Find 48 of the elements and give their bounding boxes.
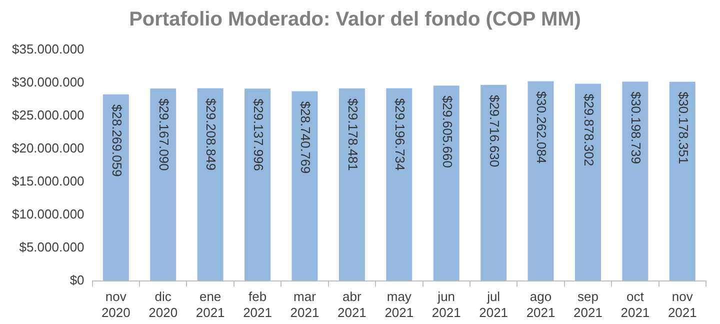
bar — [669, 82, 696, 281]
data-label: $29.878.302 — [581, 94, 596, 166]
y-tick-label: $10.000.000 — [12, 206, 84, 222]
x-tick-label: oct 2021 — [620, 289, 650, 320]
x-tick-label: jun 2021 — [432, 289, 461, 320]
bar — [386, 88, 412, 281]
y-tick-label: $30.000.000 — [12, 74, 84, 90]
data-label: $29.716.630 — [486, 94, 502, 168]
bar — [622, 82, 648, 281]
data-label: $29.196.734 — [392, 98, 408, 171]
data-label: $29.605.660 — [440, 96, 455, 168]
x-tick-label: ago 2021 — [526, 289, 556, 320]
data-label: $29.208.849 — [204, 98, 219, 170]
bar — [574, 84, 601, 281]
x-tick-label: ene 2021 — [196, 289, 225, 320]
y-tick-label: $25.000.000 — [12, 108, 84, 123]
data-label: $29.167.090 — [156, 98, 172, 171]
data-label: $30.178.351 — [676, 92, 691, 164]
bar — [197, 88, 224, 281]
bar — [480, 84, 507, 281]
data-label: $30.262.084 — [534, 91, 550, 164]
chart-title: Portafolio Moderado: Valor del fondo (COP MM) — [129, 8, 581, 31]
y-tick-label: $0 — [70, 272, 84, 288]
data-label: $29.137.996 — [250, 98, 266, 171]
y-tick-label: $35.000.000 — [12, 42, 84, 57]
x-tick-label: dic 2020 — [148, 289, 178, 320]
bar — [433, 86, 460, 281]
x-tick-label: nov 2020 — [101, 289, 130, 320]
y-tick-label: $15.000.000 — [12, 173, 84, 188]
y-tick-label: $5.000.000 — [19, 239, 84, 254]
data-label: $28.740.769 — [298, 101, 314, 174]
x-tick-label: sep 2021 — [574, 289, 602, 320]
bar — [528, 81, 554, 281]
x-tick-label: mar 2021 — [290, 289, 320, 320]
data-label: $30.198.739 — [628, 92, 644, 164]
data-label: $28.269.059 — [109, 104, 124, 177]
x-tick-label: feb 2021 — [243, 289, 272, 320]
x-tick-label: jul 2021 — [479, 289, 508, 320]
x-tick-label: abr 2021 — [337, 289, 366, 320]
bar — [244, 88, 271, 281]
bar — [150, 88, 176, 281]
y-tick-label: $20.000.000 — [12, 140, 84, 156]
bar — [102, 94, 129, 281]
bar — [292, 91, 318, 281]
data-label: $29.178.481 — [345, 98, 360, 171]
x-tick-label: may 2021 — [384, 289, 414, 320]
x-tick-label: nov 2021 — [668, 289, 697, 320]
bar — [338, 88, 365, 281]
